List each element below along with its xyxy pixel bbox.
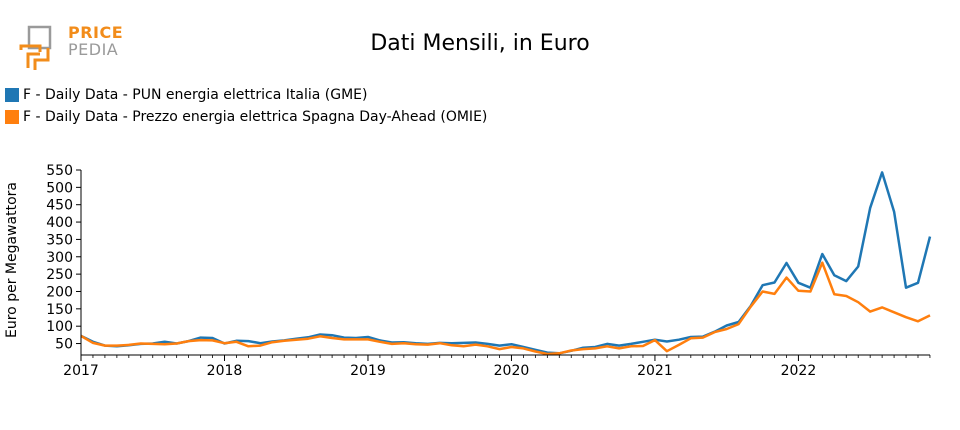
chart-title: Dati Mensili, in Euro <box>370 31 590 56</box>
logo-word-price: PRICE <box>68 23 124 42</box>
y-tick-label: 150 <box>46 302 73 318</box>
logo-word-pedia: PEDIA <box>68 40 119 59</box>
y-tick-label: 450 <box>46 198 73 214</box>
y-tick-label: 350 <box>46 232 73 248</box>
y-tick-label: 300 <box>46 250 73 266</box>
y-tick-label: 200 <box>46 284 73 300</box>
logo-orange-mark-2 <box>33 48 50 70</box>
logo-orange-mark <box>19 44 42 68</box>
y-tick-label: 100 <box>46 319 73 335</box>
y-tick-label: 400 <box>46 215 73 231</box>
legend-item-omie[interactable]: F - Daily Data - Prezzo energia elettric… <box>5 106 487 128</box>
legend: F - Daily Data - PUN energia elettrica I… <box>5 84 487 128</box>
series-line-0 <box>80 171 932 355</box>
x-tick-label: 2021 <box>637 363 673 379</box>
logo-mark-icon <box>19 25 52 70</box>
x-tick-label: 2022 <box>781 363 817 379</box>
y-tick-label: 250 <box>46 267 73 283</box>
legend-swatch-blue <box>5 88 19 102</box>
x-tick-label: 2019 <box>350 363 386 379</box>
y-tick-label: 50 <box>55 337 73 353</box>
legend-label-gme: F - Daily Data - PUN energia elettrica I… <box>23 87 368 103</box>
x-tick-label: 2017 <box>63 363 99 379</box>
legend-item-gme[interactable]: F - Daily Data - PUN energia elettrica I… <box>5 84 487 106</box>
legend-swatch-orange <box>5 110 19 124</box>
x-tick-label: 2020 <box>494 363 530 379</box>
pricepedia-logo: PRICE PEDIA <box>18 24 128 74</box>
logo-text: PRICE PEDIA <box>68 24 123 58</box>
legend-label-omie: F - Daily Data - Prezzo energia elettric… <box>23 109 488 125</box>
series-line-1 <box>80 261 931 356</box>
y-tick-label: 550 <box>46 163 73 179</box>
y-tick-label: 500 <box>46 180 73 196</box>
x-tick-label: 2018 <box>207 363 243 379</box>
